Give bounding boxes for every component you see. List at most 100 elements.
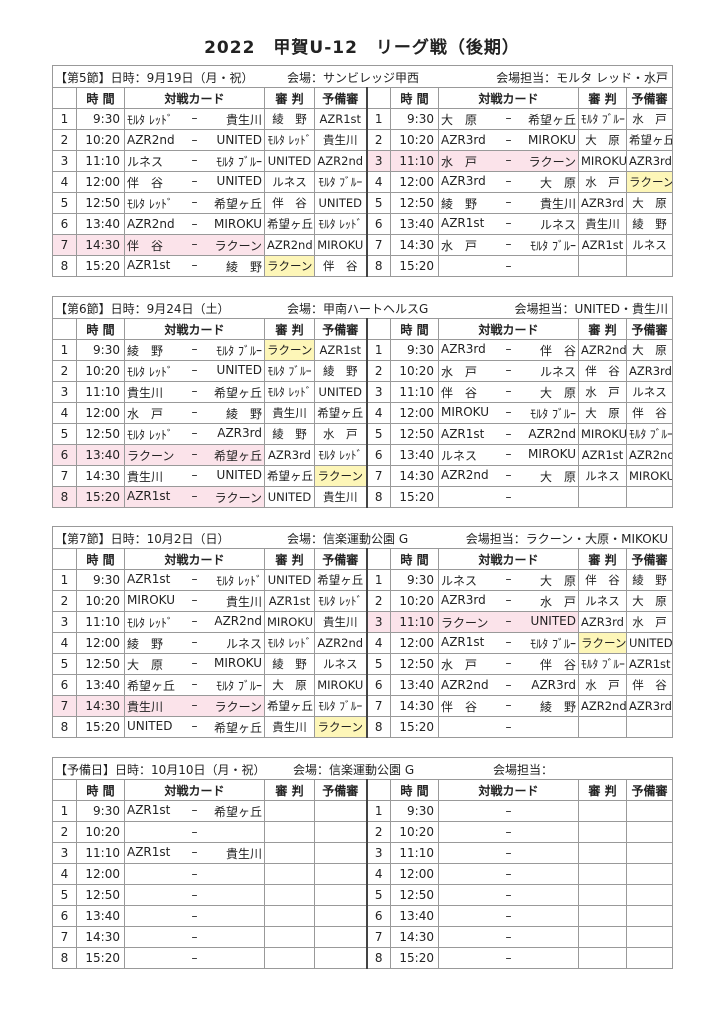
match-number: 7	[365, 695, 391, 717]
reserve-referee: MIROKU	[314, 674, 367, 696]
match-time: 10:20	[390, 360, 439, 382]
home-team: AZR3rd	[441, 173, 486, 188]
match-number: 3	[365, 150, 391, 172]
match-number: 8	[365, 486, 391, 508]
match-card: ルネス – MIROKU	[438, 444, 579, 466]
match-time: 9:30	[390, 339, 439, 361]
schedule-table: 【第7節】日時：10月2日（日） 会場：信楽運動公園 G 会場担当：ラクーン・大原・…	[52, 526, 673, 738]
referee: AZR1st	[578, 234, 627, 256]
reserve-referee: ラクーン	[314, 465, 367, 487]
home-team: 希望ヶ丘	[127, 678, 176, 693]
column-header-time: 時 間	[390, 548, 439, 570]
match-time: 12:00	[390, 402, 439, 424]
match-time: 10:20	[76, 590, 125, 612]
section-header-cell: 【第7節】日時：10月2日（日） 会場：信楽運動公園 G 会場担当：ラクーン・大原・…	[52, 526, 673, 549]
column-header-ref: 審 判	[578, 318, 627, 340]
match-number: 5	[365, 192, 391, 214]
match-number: 8	[52, 716, 77, 738]
away-team: 大 原	[539, 573, 576, 588]
match-card: 水 戸 – ルネス	[438, 360, 579, 382]
home-team: AZR1st	[127, 488, 171, 503]
match-card-content: 貴生川 – ラクーン	[127, 698, 262, 715]
match-card: AZR1st – ﾓﾙﾀ ﾌﾞﾙｰ	[438, 632, 579, 654]
reserve-referee: AZR1st	[314, 108, 367, 130]
match-number: 8	[52, 947, 77, 969]
referee	[578, 926, 627, 948]
away-team: ルネス	[225, 636, 262, 651]
match-time: 13:40	[390, 444, 439, 466]
match-card: –	[124, 863, 265, 885]
versus-dash: –	[191, 802, 198, 817]
match-card-content: –	[441, 867, 576, 881]
away-team: 大 原	[539, 385, 576, 400]
versus-dash: –	[505, 634, 512, 649]
match-card: AZR2nd – UNITED	[124, 129, 265, 151]
home-team: 水 戸	[441, 154, 478, 169]
match-card-content: –	[441, 930, 576, 944]
section-header: 【予備日】日時：10月10日（月・祝） 会場：信楽運動公園 G 会場担当：	[52, 757, 673, 780]
versus-dash: –	[191, 217, 198, 231]
versus-dash: –	[505, 215, 512, 230]
reserve-referee: MIROKU	[314, 234, 367, 256]
match-time: 15:20	[76, 947, 125, 969]
section-venue: 会場：サンビレッジ甲西	[287, 71, 420, 85]
home-team: 伴 谷	[127, 175, 164, 190]
home-team	[127, 888, 185, 902]
column-header-no	[365, 779, 391, 801]
match-card-content: –	[441, 951, 576, 965]
match-card: ﾓﾙﾀ ﾚｯﾄﾞ – 希望ヶ丘	[124, 192, 265, 214]
match-time: 11:10	[76, 150, 125, 172]
away-team: 希望ヶ丘	[213, 385, 262, 400]
home-team: 水 戸	[441, 657, 478, 672]
match-card-content: –	[441, 720, 576, 734]
away-team: 希望ヶ丘	[527, 112, 576, 127]
away-team	[519, 804, 577, 818]
referee: 伴 谷	[578, 569, 627, 591]
home-team: ルネス	[441, 573, 478, 588]
match-time: 9:30	[390, 800, 439, 822]
referee: 伴 谷	[264, 192, 315, 214]
away-team: AZR3rd	[217, 425, 262, 440]
reserve-referee: MIROKU	[626, 465, 673, 487]
versus-dash: –	[505, 888, 512, 902]
away-team	[519, 867, 577, 881]
home-team: AZR2nd	[127, 217, 175, 231]
home-team	[127, 930, 185, 944]
match-card-content: ルネス – ﾓﾙﾀ ﾌﾞﾙｰ	[127, 153, 262, 170]
match-time: 14:30	[390, 234, 439, 256]
versus-dash: –	[505, 720, 512, 734]
match-card-content: ルネス – MIROKU	[441, 447, 576, 464]
referee: 伴 谷	[578, 360, 627, 382]
reserve-referee: 水 戸	[314, 423, 367, 445]
versus-dash: –	[191, 194, 198, 209]
reserve-referee: ルネス	[626, 381, 673, 403]
home-team: 貴生川	[127, 385, 164, 400]
versus-dash: –	[505, 825, 512, 839]
home-team: ルネス	[441, 448, 478, 463]
match-card: 水 戸 – ﾓﾙﾀ ﾌﾞﾙｰ	[438, 234, 579, 256]
match-time: 11:10	[390, 611, 439, 633]
reserve-referee: ラクーン	[626, 171, 673, 193]
home-team: 貴生川	[127, 699, 164, 714]
match-card: 伴 谷 – 大 原	[438, 381, 579, 403]
match-card-content: AZR1st – 希望ヶ丘	[127, 803, 262, 820]
referee: 水 戸	[578, 674, 627, 696]
match-card-content: –	[441, 888, 576, 902]
referee	[264, 905, 315, 927]
away-team: ラクーン	[214, 238, 262, 253]
away-team: MIROKU	[527, 133, 576, 147]
reserve-referee: ﾓﾙﾀ ﾚｯﾄﾞ	[314, 590, 367, 612]
match-card-content: AZR3rd – MIROKU	[441, 133, 576, 147]
home-team: AZR2nd	[441, 678, 489, 692]
match-card-content: 綾 野 – ルネス	[127, 635, 262, 652]
reserve-referee: 希望ヶ丘	[314, 569, 367, 591]
match-time: 11:10	[76, 842, 125, 864]
match-card-content: –	[441, 846, 576, 860]
home-team	[441, 867, 499, 881]
match-number: 3	[365, 842, 391, 864]
home-team: AZR3rd	[441, 592, 486, 607]
reserve-referee: 伴 谷	[626, 402, 673, 424]
home-team: 大 原	[441, 112, 478, 127]
away-team: MIROKU	[527, 446, 576, 461]
versus-dash: –	[191, 634, 198, 649]
